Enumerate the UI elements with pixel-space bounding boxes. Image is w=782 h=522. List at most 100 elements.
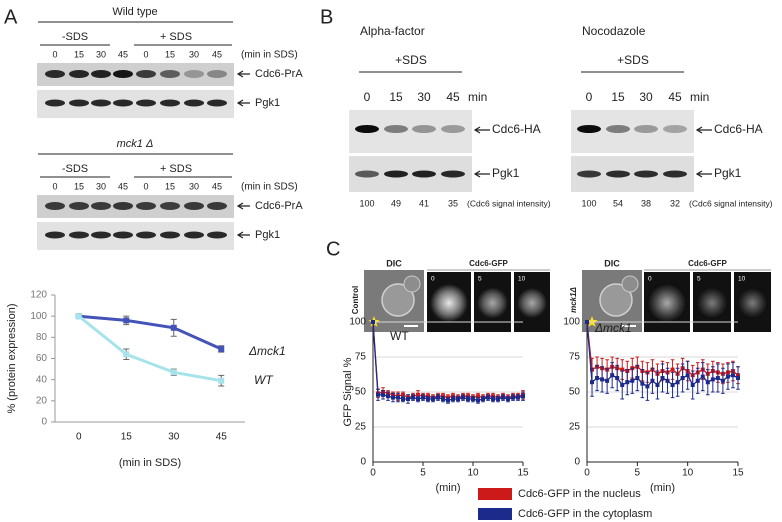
band-label: Pgk1 xyxy=(255,229,280,241)
blot-band xyxy=(606,170,630,178)
arrow xyxy=(473,126,490,134)
marker xyxy=(605,378,610,383)
blot-band xyxy=(45,231,65,239)
x-tick-label: 0 xyxy=(370,468,376,479)
lane-label: 30 xyxy=(96,181,106,191)
image-label: Cdc6-GFP xyxy=(469,259,508,268)
arrow xyxy=(236,99,250,107)
marker xyxy=(396,395,400,400)
blot-band xyxy=(136,202,156,210)
gfp-signal xyxy=(430,284,468,322)
lane-label: 15 xyxy=(389,90,403,104)
blot-band xyxy=(412,125,436,133)
y-tick-label: 100 xyxy=(563,317,580,328)
lane-label: 0 xyxy=(52,49,57,59)
x-tick-label: 15 xyxy=(517,468,529,479)
y-tick-label: 100 xyxy=(30,311,47,322)
lane-label: 30 xyxy=(189,49,199,59)
y-tick-label: 25 xyxy=(569,422,581,433)
marker xyxy=(710,377,715,382)
blot-band xyxy=(663,170,687,178)
lane-label: 0 xyxy=(143,181,148,191)
blot-band xyxy=(113,70,133,78)
intensity-value: 32 xyxy=(670,198,680,208)
gfp-signal xyxy=(696,287,728,319)
y-axis-label: % (protein expression) xyxy=(6,303,18,413)
y-tick-label: 100 xyxy=(349,317,366,328)
gfp-signal xyxy=(647,283,687,323)
time-label: 0 xyxy=(648,276,652,283)
marker xyxy=(660,376,665,380)
arrow xyxy=(236,70,250,78)
marker xyxy=(123,351,130,358)
group-label: + SDS xyxy=(160,163,192,175)
series-line xyxy=(78,314,222,351)
blot-band xyxy=(160,70,180,78)
blot-band xyxy=(577,170,601,178)
chart-title: WT xyxy=(390,329,409,343)
blot-band xyxy=(113,99,133,107)
legend-swatch xyxy=(478,508,512,520)
y-tick-label: 80 xyxy=(36,332,48,343)
x-tick-label: 5 xyxy=(420,468,426,479)
marker xyxy=(466,397,470,401)
marker xyxy=(685,373,690,378)
blot-band xyxy=(441,125,465,133)
lane-label: 30 xyxy=(96,49,106,59)
blot-band xyxy=(207,70,227,78)
y-tick-label: 75 xyxy=(355,352,367,363)
lane-label: 15 xyxy=(74,181,84,191)
marker xyxy=(521,394,525,399)
cell xyxy=(403,275,421,293)
x-tick-label: 0 xyxy=(584,468,590,479)
intensity-value: 100 xyxy=(359,198,374,208)
marker xyxy=(496,397,500,401)
marker xyxy=(471,397,475,401)
y-tick-label: 25 xyxy=(355,422,367,433)
lane-label: 0 xyxy=(364,90,371,104)
marker xyxy=(381,392,385,397)
blot-band xyxy=(207,231,227,239)
marker xyxy=(441,397,445,401)
series-line xyxy=(77,315,222,383)
y-tick-label: 75 xyxy=(569,352,581,363)
lane-label: 15 xyxy=(611,90,625,104)
marker xyxy=(730,373,735,378)
marker xyxy=(411,395,415,400)
marker xyxy=(416,397,420,401)
marker xyxy=(481,397,485,401)
lane-label: 0 xyxy=(52,181,57,191)
strain-label: mck1Δ xyxy=(569,286,578,312)
strain-label: Control xyxy=(351,286,360,314)
marker xyxy=(170,324,177,331)
lane-label: 30 xyxy=(189,181,199,191)
band-label: Cdc6-PrA xyxy=(255,200,303,212)
lane-label: 45 xyxy=(446,90,460,104)
arrow xyxy=(473,170,490,178)
blot-band xyxy=(184,70,204,78)
lane-label: 45 xyxy=(118,49,128,59)
lane-label: 45 xyxy=(212,181,222,191)
blot-band xyxy=(606,125,630,133)
marker xyxy=(218,345,225,352)
marker xyxy=(386,394,390,399)
lane-label: 0 xyxy=(586,90,593,104)
band-label: Cdc6-HA xyxy=(492,122,541,136)
marker xyxy=(476,394,480,399)
x-tick-label: 5 xyxy=(635,468,641,479)
marker xyxy=(426,397,430,401)
x-tick-label: 10 xyxy=(682,468,694,479)
marker xyxy=(486,395,490,400)
marker xyxy=(461,395,465,400)
band-label: Pgk1 xyxy=(255,97,280,109)
marker xyxy=(595,376,600,380)
blot-band xyxy=(384,125,408,133)
panel-letter: C xyxy=(326,238,340,260)
marker xyxy=(516,395,520,400)
y-axis-label: GFP Signal % xyxy=(342,357,354,426)
treatment-label: Nocodazole xyxy=(582,24,646,38)
blot-band xyxy=(136,99,156,107)
marker xyxy=(421,395,425,400)
blot xyxy=(37,63,234,86)
blot-band xyxy=(136,70,156,78)
